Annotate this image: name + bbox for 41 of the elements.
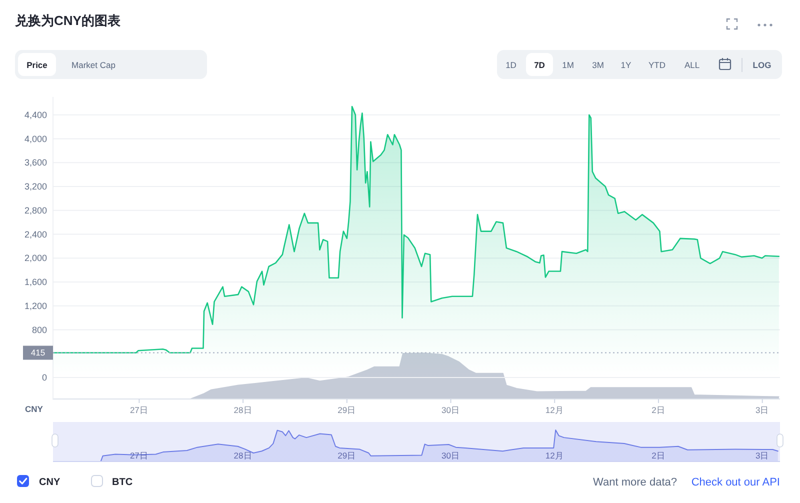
text: Price [26,60,48,70]
y-tick-label: 1,200 [24,300,47,311]
y-tick-label: 3,600 [24,158,47,168]
y-tick-label: 4,400 [24,110,47,120]
y-tick-label: 2,000 [24,253,47,264]
text: Want more data? [593,476,677,488]
chart-title: 兑换为CNY的图表 [14,13,122,28]
y-tick-label: 3,200 [24,182,47,192]
x-tick-label: 30日 [442,405,460,415]
text: CNY [39,477,60,488]
text: BTC [112,477,133,488]
text: 1Y [620,60,632,70]
y-tick-label: 2,400 [24,229,47,240]
y-tick-label: 4,000 [24,134,47,144]
text: 7D [534,60,545,70]
x-tick-label: 3日 [755,450,770,460]
x-tick-label: 12月 [545,450,564,460]
x-tick-label: 29日 [338,450,356,460]
text: 1D [506,60,516,70]
text: Market Cap [72,60,116,70]
y-axis-title: CNY [25,404,44,414]
x-tick-label: 28日 [234,450,252,460]
ref-line-label: 415 [30,348,46,358]
x-tick-label: 12月 [545,405,564,415]
x-tick-label: 27日 [130,405,148,415]
x-tick-label: 3日 [755,405,770,415]
text: 1M [562,60,574,70]
text: ALL [684,60,700,70]
x-tick-label: 28日 [234,405,252,415]
text: 3M [592,60,604,70]
text: Check out our API [691,476,780,488]
text: LOG [752,60,772,70]
y-tick-label: 2,800 [24,205,47,216]
x-tick-label: 2日 [652,450,666,460]
y-tick-label: 800 [32,324,47,335]
x-tick-label: 2日 [652,405,666,415]
y-tick-label: 0 [42,372,47,383]
y-tick-label: 1,600 [24,277,47,288]
text: YTD [648,60,666,70]
x-tick-label: 29日 [338,405,356,415]
x-tick-label: 30日 [442,450,460,460]
